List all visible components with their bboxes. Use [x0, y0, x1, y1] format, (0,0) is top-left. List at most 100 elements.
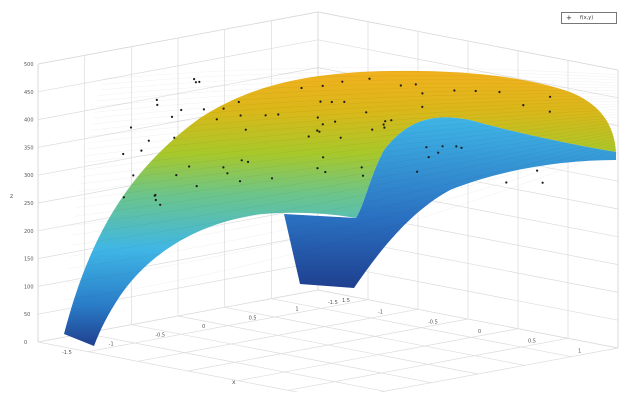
- y-tick-label: 0.5: [528, 339, 536, 345]
- sample-point: [246, 160, 250, 163]
- y-tick-label: 1: [578, 348, 581, 354]
- sample-point: [153, 194, 156, 197]
- floor-grid: [357, 347, 619, 396]
- sample-point: [371, 128, 374, 131]
- sample-point: [321, 123, 324, 126]
- surface-mesh-line: [69, 141, 617, 257]
- sample-point: [453, 89, 456, 92]
- sample-point: [460, 146, 463, 149]
- sample-point: [222, 166, 225, 169]
- x-tick-label: -1.5: [62, 350, 72, 356]
- x-tick-label: -0.5: [155, 333, 165, 339]
- z-tick-label: 100: [24, 284, 34, 290]
- tick-labels: 050100150200250300350400450500-1.5-1-0.5…: [24, 62, 581, 356]
- sample-point: [318, 130, 321, 133]
- sample-point: [425, 146, 428, 149]
- x-axis-label: x: [232, 379, 236, 386]
- z-tick-label: 400: [24, 118, 34, 124]
- sample-point: [156, 103, 159, 106]
- z-tick-label: 500: [24, 62, 34, 68]
- sample-point: [455, 145, 458, 148]
- surface-mesh-line: [73, 133, 617, 226]
- z-tick-label: 200: [24, 229, 34, 235]
- surface-body: [64, 70, 616, 346]
- y-tick-label: 0: [478, 329, 481, 335]
- surface-mesh-line: [101, 71, 617, 85]
- z-tick-label: 150: [24, 257, 34, 263]
- floor-grid: [237, 328, 519, 382]
- sample-point: [244, 128, 247, 131]
- surface-mesh-line: [102, 67, 617, 80]
- z-tick-label: 250: [24, 201, 34, 207]
- sample-point: [147, 139, 150, 142]
- floor-grid: [287, 337, 569, 391]
- surface-mesh-line: [94, 90, 617, 113]
- x-tick-label: 0: [202, 324, 205, 330]
- sample-point: [155, 98, 158, 101]
- sample-point: [300, 86, 303, 90]
- sample-point: [390, 119, 393, 122]
- z-tick-label: 300: [24, 173, 34, 179]
- x-tick-label: 0.5: [249, 315, 257, 321]
- surface-mesh-line: [85, 109, 617, 156]
- sample-point: [322, 156, 325, 159]
- sample-point: [316, 116, 319, 119]
- sample-point: [474, 89, 477, 93]
- sample-point: [536, 169, 539, 172]
- sample-point: [421, 92, 424, 95]
- sample-point: [368, 77, 371, 80]
- sample-points: [122, 77, 552, 206]
- floor-grid: [187, 318, 469, 372]
- surface: [64, 67, 617, 346]
- y-tick-label: -0.5: [428, 319, 438, 325]
- surface-mesh-line: [81, 117, 617, 177]
- sample-point: [341, 80, 344, 83]
- sample-point: [427, 156, 430, 159]
- surface-mesh-line: [97, 83, 617, 102]
- x-tick-label: 1.5: [342, 298, 350, 304]
- sample-point: [277, 113, 280, 116]
- z-tick-label: 50: [24, 312, 30, 318]
- surface-mesh-line: [98, 79, 617, 96]
- surface-mesh-line: [67, 143, 617, 269]
- sample-point: [384, 120, 387, 123]
- sample-point: [361, 174, 365, 177]
- sample-point: [154, 198, 157, 202]
- sample-point: [505, 181, 508, 184]
- surface-mesh-line: [82, 114, 617, 170]
- floor-grid: [131, 324, 432, 384]
- x-tick-label: 1: [295, 307, 298, 313]
- x-tick-label: -1: [109, 341, 114, 347]
- surface-mesh-line: [78, 122, 617, 192]
- sample-point: [343, 100, 346, 103]
- sample-point: [334, 120, 337, 123]
- surface-mesh-line: [86, 106, 617, 150]
- sample-point: [238, 180, 242, 183]
- surface-mesh-line: [66, 146, 617, 284]
- sample-point: [498, 90, 501, 94]
- sample-point: [549, 95, 552, 98]
- sample-point: [237, 100, 240, 104]
- sample-point: [541, 181, 544, 184]
- sample-point: [316, 167, 319, 170]
- sample-point: [339, 136, 342, 139]
- sample-point: [319, 100, 322, 103]
- y-tick-label: -1: [378, 310, 383, 316]
- legend: + f(x,y): [561, 12, 617, 24]
- sample-point: [202, 108, 205, 111]
- sample-point: [365, 111, 368, 114]
- z-tick-label: 0: [24, 340, 27, 346]
- surface-mesh-line: [75, 127, 617, 209]
- sample-point: [198, 80, 201, 83]
- sample-point: [360, 166, 363, 169]
- surface-mesh-line: [74, 130, 617, 217]
- surface-mesh-line: [70, 138, 617, 246]
- z-tick-label: 350: [24, 145, 34, 151]
- sample-point: [330, 100, 333, 104]
- sample-point: [129, 126, 133, 129]
- sample-point: [240, 159, 243, 162]
- surface-mesh-line: [93, 93, 617, 119]
- sample-point: [421, 105, 424, 108]
- sample-point: [324, 170, 327, 174]
- floor-grid: [37, 341, 320, 396]
